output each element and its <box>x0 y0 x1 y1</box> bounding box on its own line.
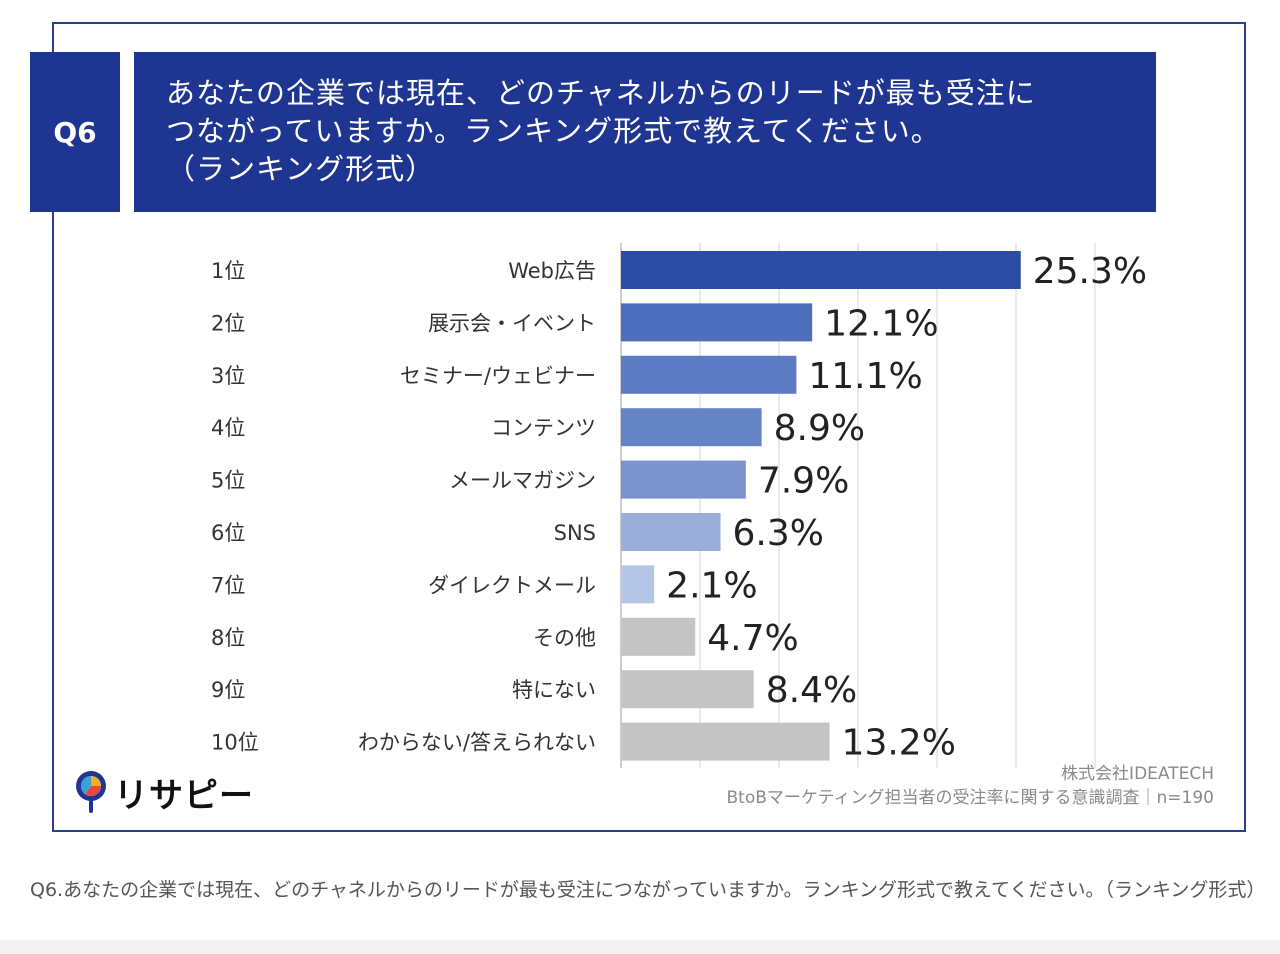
question-title-line: あなたの企業では現在、どのチャネルからのリードが最も受注に <box>166 76 1036 110</box>
figure-caption: Q6.あなたの企業では現在、どのチャネルからのリードが最も受注につながっています… <box>30 879 1266 901</box>
category-label: SNS <box>554 521 596 545</box>
rank-label: 6位 <box>211 521 245 545</box>
bar <box>621 303 813 342</box>
value-label: 7.9% <box>758 461 849 502</box>
category-label: その他 <box>533 626 596 650</box>
rank-label: 5位 <box>211 469 245 493</box>
rank-label: 7位 <box>211 573 245 597</box>
value-label: 12.1% <box>824 303 938 344</box>
rank-label: 3位 <box>211 364 245 388</box>
pin-logo-icon <box>76 771 106 813</box>
rank-label: 1位 <box>211 259 245 283</box>
category-label: ダイレクトメール <box>428 573 596 597</box>
rank-label: 2位 <box>211 311 245 335</box>
logo: リサピー <box>74 768 254 816</box>
question-title-line: （ランキング形式） <box>166 152 436 186</box>
value-label: 6.3% <box>733 513 824 554</box>
logo-text: リサピー <box>114 775 254 816</box>
value-label: 13.2% <box>842 723 956 764</box>
bar <box>621 565 655 604</box>
rank-label: 9位 <box>211 678 245 702</box>
bar <box>621 355 797 394</box>
bar <box>621 670 754 709</box>
question-title-line: つながっていますか。ランキング形式で教えてください。 <box>166 114 941 148</box>
category-label: わからない/答えられない <box>358 731 596 755</box>
value-label: 8.4% <box>766 670 857 711</box>
bar <box>621 513 721 551</box>
bottom-strip <box>0 940 1280 954</box>
source-survey: BtoBマーケティング担当者の受注率に関する意識調査｜n=190 <box>726 788 1215 808</box>
category-label: セミナー/ウェビナー <box>400 364 596 388</box>
value-label: 8.9% <box>774 408 865 449</box>
value-label: 25.3% <box>1033 251 1147 292</box>
bar <box>621 617 696 656</box>
value-label: 2.1% <box>666 565 757 606</box>
value-label: 11.1% <box>808 356 922 397</box>
rank-label: 4位 <box>211 416 245 440</box>
category-label: メールマガジン <box>449 469 596 493</box>
bar <box>621 251 1021 289</box>
question-label: Q6 <box>30 52 120 212</box>
source-company: 株式会社IDEATECH <box>1061 764 1214 784</box>
category-label: 特にない <box>512 678 596 702</box>
category-label: 展示会・イベント <box>428 311 596 335</box>
category-label: コンテンツ <box>491 416 596 440</box>
bar <box>621 408 762 447</box>
source-note: 株式会社IDEATECH BtoBマーケティング担当者の受注率に関する意識調査｜… <box>727 762 1215 810</box>
value-label: 4.7% <box>707 618 798 659</box>
rank-label: 8位 <box>211 626 245 650</box>
question-title: あなたの企業では現在、どのチャネルからのリードが最も受注に つながっていますか。… <box>134 52 1156 212</box>
rank-label: 10位 <box>211 731 259 755</box>
bar <box>621 722 830 761</box>
bar <box>621 460 746 499</box>
category-label: Web広告 <box>508 259 596 283</box>
